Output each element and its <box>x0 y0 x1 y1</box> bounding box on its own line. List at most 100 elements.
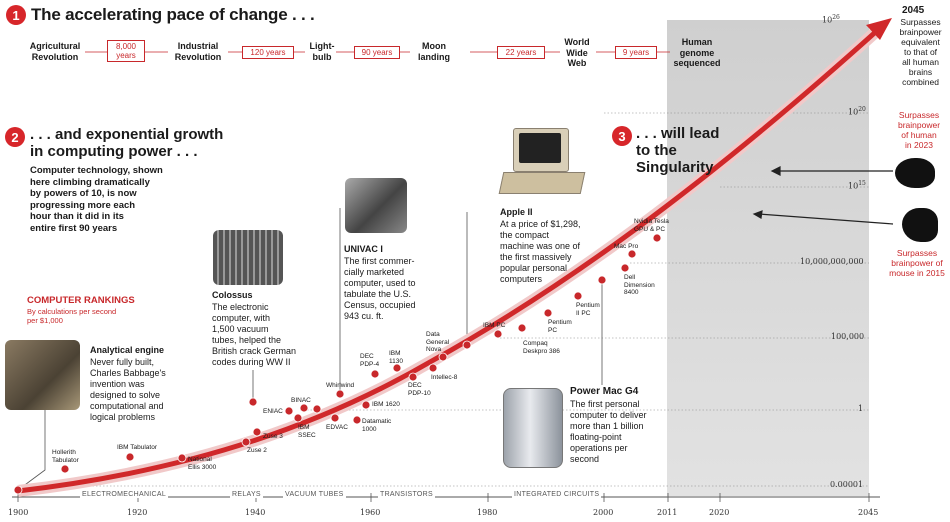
label-hollerith: Hollerith Tabulator <box>52 449 79 464</box>
era-vacuum-tubes: VACUUM TUBES <box>283 491 346 498</box>
colossus-body: The electronic computer, with 1,500 vacu… <box>212 302 297 367</box>
section-2-title: . . . and exponential growth in computin… <box>30 126 224 160</box>
apple-title: Apple II <box>500 207 533 217</box>
point-ibm-tabulator <box>125 452 135 462</box>
milestone-moon-landing: Moon landing <box>418 41 450 62</box>
analytical-body: Never fully built, Charles Babbage's inv… <box>90 357 166 422</box>
apple-ii-photo <box>497 128 587 198</box>
point-nvidia <box>652 233 662 243</box>
x-label-1960: 1960 <box>360 508 381 517</box>
section-1-badge: 1 <box>6 5 26 25</box>
growth-curve <box>17 26 882 494</box>
rankings-subtitle: By calculations per second per $1,000 <box>27 307 117 325</box>
x-label-1900: 1900 <box>8 508 29 517</box>
point-datamatic <box>352 415 362 425</box>
note-2045-year: 2045 <box>902 5 925 16</box>
milestone-lightbulb: Light- bulb <box>309 41 335 62</box>
note-2015-text: Surpasses brainpower of mouse in 2015 <box>889 248 945 278</box>
point-eniac <box>284 406 294 416</box>
label-ssec: IBM SSEC <box>298 424 316 439</box>
point-binac <box>299 403 309 413</box>
milestone-industrial: Industrial Revolution <box>174 41 222 62</box>
y-label-10-billion: 10,000,000,000 <box>800 257 864 266</box>
label-edvac: EDVAC <box>326 424 348 431</box>
univac-title: UNIVAC I <box>344 244 383 254</box>
y-label-1: 1 <box>858 404 864 413</box>
label-ibm1130: IBM 1130 <box>389 350 403 365</box>
mouse-icon <box>902 208 938 242</box>
power-mac-g4-photo <box>503 388 563 468</box>
y-label-0-00001: 0.00001 <box>830 480 864 489</box>
analytical-engine-photo <box>5 340 80 410</box>
label-pentium: Pentium PC <box>548 319 572 334</box>
y-label-10-26: 1026 <box>822 14 840 25</box>
point-hollerith <box>60 464 70 474</box>
milestone-genome: Human genome sequenced <box>673 37 721 68</box>
gap-22-years: 22 years <box>497 46 545 59</box>
point-nova <box>438 352 448 362</box>
y-label-10-15: 1015 <box>848 180 866 191</box>
point-origin <box>13 485 23 495</box>
gap-90-years: 90 years <box>354 46 400 59</box>
note-2023-text: Surpasses brainpower of human in 2023 <box>897 110 941 150</box>
human-brain-icon <box>895 158 935 188</box>
label-national-ellis: National Ellis 3000 <box>188 456 217 471</box>
label-eniac: ENIAC <box>263 408 283 415</box>
leader-line-analytical <box>17 395 46 491</box>
point-mac-pro <box>627 249 637 259</box>
label-whirlwind: Whirlwind <box>326 382 355 389</box>
milestone-agricultural: Agricultural Revolution <box>29 41 81 62</box>
label-dell: Dell Dimension 8400 <box>624 274 655 296</box>
label-ibm1620: IBM 1620 <box>372 401 400 408</box>
point-colossus <box>248 397 258 407</box>
label-datamatic: Datamatic 1000 <box>362 418 392 433</box>
point-ibm1130 <box>392 363 402 373</box>
section-3-badge: 3 <box>612 126 632 146</box>
era-electromechanical: ELECTROMECHANICAL <box>80 491 169 498</box>
point-zuse3 <box>252 427 262 437</box>
label-ibm-tabulator: IBM Tabulator <box>117 444 157 451</box>
colossus-title: Colossus <box>212 290 253 300</box>
section-2-badge: 2 <box>5 127 25 147</box>
note-2045-text: Surpasses brainpower equivalent to that … <box>899 17 942 87</box>
future-shaded-region <box>667 20 869 496</box>
era-relays: RELAYS <box>230 491 263 498</box>
point-pdp4 <box>370 369 380 379</box>
g4-body: The first personal computer to deliver m… <box>570 399 647 464</box>
x-label-2011: 2011 <box>657 508 678 517</box>
point-dell <box>620 263 630 273</box>
point-whirlwind <box>335 389 345 399</box>
univac-body: The first commer- cially marketed comput… <box>344 256 416 321</box>
point-pdp10 <box>408 372 418 382</box>
colossus-photo <box>213 230 283 285</box>
label-nova: Data General Nova <box>426 331 450 353</box>
point-pentium2 <box>573 291 583 301</box>
point-compaq <box>517 323 527 333</box>
label-zuse2: Zuse 2 <box>247 447 267 454</box>
section-3-title: . . . will lead to the Singularity <box>636 125 720 176</box>
point-ibm1620 <box>361 400 371 410</box>
label-pentium2: Pentium II PC <box>576 302 600 317</box>
x-label-1940: 1940 <box>245 508 266 517</box>
x-label-2045: 2045 <box>858 508 879 517</box>
milestone-www: World Wide Web <box>564 37 590 68</box>
label-intellec: Intellec-8 <box>431 374 458 381</box>
label-nvidia: Nvidia Tesla GPU & PC <box>634 218 669 233</box>
section-1-title: The accelerating pace of change . . . <box>31 5 315 24</box>
label-binac: BINAC <box>291 397 311 404</box>
label-zuse3: Zuse 3 <box>263 433 283 440</box>
y-label-10-20: 1020 <box>848 106 866 117</box>
gap-9-years: 9 years <box>615 46 657 59</box>
rankings-title: COMPUTER RANKINGS <box>27 295 135 306</box>
univac-photo <box>345 178 407 233</box>
x-label-2000: 2000 <box>593 508 614 517</box>
section-2-body: Computer technology, shown here climbing… <box>30 165 163 234</box>
point-ssec <box>293 413 303 423</box>
point-apple <box>462 340 472 350</box>
era-integrated-circuits: INTEGRATED CIRCUITS <box>512 491 602 498</box>
apple-body: At a price of $1,298, the compact machin… <box>500 219 581 284</box>
label-pdp10: DEC PDP-10 <box>408 382 431 397</box>
analytical-title: Analytical engine <box>90 345 165 355</box>
growth-curve-arrowhead <box>866 18 892 40</box>
